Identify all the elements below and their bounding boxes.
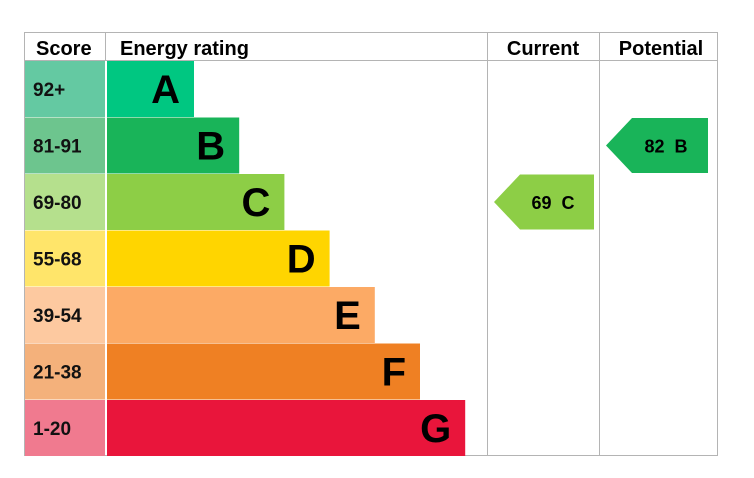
score-label-c: 69-80 <box>33 193 82 214</box>
header-score: Score <box>36 38 92 60</box>
score-label-a: 92+ <box>33 80 65 101</box>
header-energy-rating: Energy rating <box>120 38 249 60</box>
current-rating-arrow <box>494 174 594 230</box>
score-cell-g <box>25 400 105 456</box>
band-letter-c: C <box>242 181 271 225</box>
band-bar-d <box>107 230 330 287</box>
band-letter-b: B <box>196 125 225 169</box>
rating-markers: 69 C 82 B <box>494 118 708 230</box>
band-bar-c <box>107 174 285 230</box>
band-letter-e: E <box>334 294 361 338</box>
score-label-g: 1-20 <box>33 419 71 440</box>
score-cell-d <box>25 230 105 287</box>
score-label-e: 39-54 <box>33 306 82 327</box>
band-bar-b <box>107 117 240 174</box>
rating-bands: 92+ A 81-91 B 69-80 C 55-68 D 39-54 E 21-38 F 1-20 G <box>25 61 466 456</box>
score-cell-f <box>25 343 105 400</box>
band-bar-g <box>107 400 466 456</box>
score-cell-c <box>25 174 105 230</box>
current-rating-arrow-label: 69 C <box>531 193 574 213</box>
band-letter-f: F <box>382 351 406 395</box>
band-bar-a <box>107 61 194 117</box>
band-letter-d: D <box>287 238 316 282</box>
header-potential: Potential <box>619 38 703 60</box>
score-cell-a <box>25 61 105 117</box>
band-letter-a: A <box>151 68 180 112</box>
score-cell-b <box>25 117 105 174</box>
potential-rating-arrow-label: 82 B <box>644 137 687 157</box>
band-bar-e <box>107 287 375 343</box>
score-label-b: 81-91 <box>33 137 82 158</box>
score-label-f: 21-38 <box>33 363 82 384</box>
score-label-d: 55-68 <box>33 250 82 271</box>
potential-rating-arrow <box>606 118 708 173</box>
band-bar-f <box>107 343 420 400</box>
header-current: Current <box>507 38 580 60</box>
score-cell-e <box>25 287 105 343</box>
band-letter-g: G <box>420 407 451 451</box>
